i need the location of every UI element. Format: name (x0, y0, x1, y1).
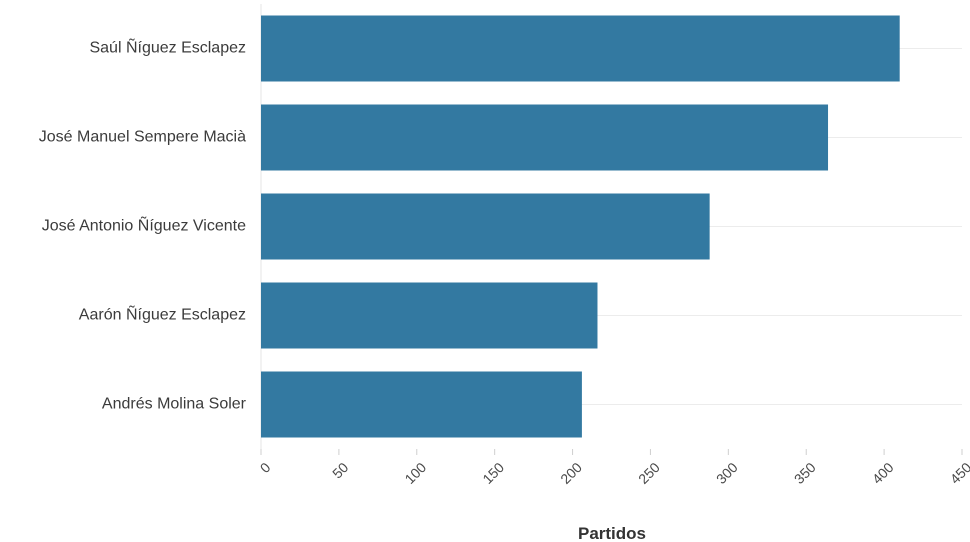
x-tick-label: 350 (791, 459, 819, 487)
x-tick-label: 400 (869, 459, 897, 487)
bar (261, 104, 829, 171)
x-axis-title: Partidos (578, 524, 646, 542)
category-label: Saúl Ñíguez Esclapez (89, 37, 246, 57)
category-label: Aarón Ñíguez Esclapez (79, 304, 246, 324)
x-axis-ticks: 0 50 100 150 200 250 300 350 400 450 (257, 449, 970, 487)
category-label: José Manuel Sempere Macià (39, 129, 246, 146)
bar (261, 193, 710, 260)
category-labels: Saúl Ñíguez Esclapez José Manuel Sempere … (39, 37, 247, 413)
bar (261, 282, 598, 349)
bar (261, 371, 582, 438)
x-tick-label: 150 (479, 459, 507, 487)
x-tick-label: 250 (635, 459, 663, 487)
x-tick-label: 200 (557, 459, 585, 487)
x-tick-label: 50 (329, 459, 351, 481)
x-tick-label: 0 (257, 459, 274, 476)
bar (261, 15, 900, 82)
category-label: Andrés Molina Soler (102, 396, 247, 413)
x-tick-label: 100 (401, 459, 429, 487)
bars (261, 15, 900, 438)
category-label: José Antonio Ñíguez Vicente (42, 215, 246, 235)
x-tick-label: 300 (713, 459, 741, 487)
x-tick-label: 450 (947, 459, 970, 487)
